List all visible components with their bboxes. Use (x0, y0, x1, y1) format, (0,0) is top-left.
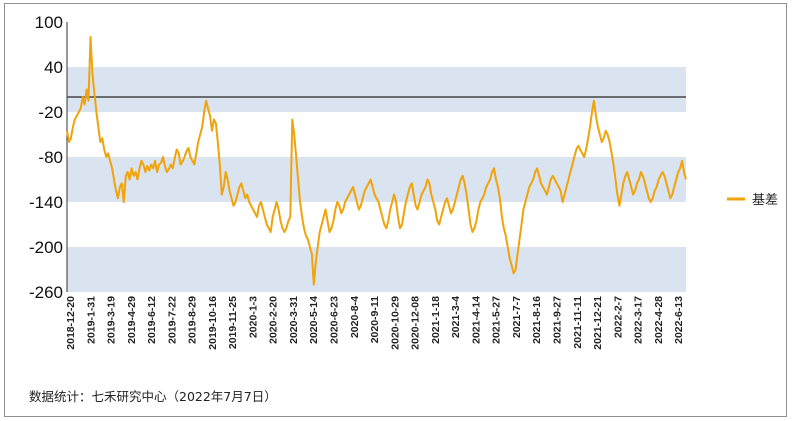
x-tick-label: 2020-8-4 (349, 296, 361, 338)
x-tick-label: 2019-10-16 (207, 296, 219, 350)
x-tick-label: 2020-1-3 (247, 296, 259, 338)
y-tick-label: -200 (29, 238, 63, 257)
y-tick-label: 100 (35, 13, 63, 32)
x-tick-labels: 2018-12-20 2019-1-31 2019-3-19 2019-4-29 201… (65, 296, 685, 350)
y-tick-label: -260 (29, 283, 63, 302)
x-tick-label: 2021-11-11 (572, 296, 584, 349)
x-tick-label: 2019-3-19 (106, 296, 118, 344)
y-tick-label: 40 (44, 58, 63, 77)
x-tick-label: 2019-11-25 (227, 296, 239, 349)
x-tick-label: 2020-2-20 (268, 296, 280, 344)
x-tick-label: 2021-3-4 (450, 296, 462, 338)
y-tick-label: -140 (29, 193, 63, 212)
legend: 基差 (727, 193, 778, 208)
x-tick-label: 2021-12-21 (592, 296, 604, 350)
x-tick-label: 2021-7-7 (511, 296, 523, 338)
x-tick-label: 2020-6-23 (329, 296, 341, 344)
x-tick-label: 2020-3-31 (288, 296, 300, 344)
x-tick-label: 2020-9-11 (369, 296, 381, 343)
x-tick-label: 2019-6-12 (146, 296, 158, 344)
y-tick-label: -80 (38, 148, 63, 167)
band-2 (67, 247, 686, 292)
x-tick-label: 2019-7-22 (166, 296, 178, 344)
series-line-0 (66, 36, 687, 286)
series-layer (66, 36, 687, 286)
y-tick-label: -20 (38, 103, 63, 122)
x-tick-label: 2019-8-29 (187, 296, 199, 344)
x-tick-label: 2021-8-16 (531, 296, 543, 344)
x-tick-label: 2021-5-27 (491, 296, 503, 344)
source-note: 数据统计：七禾研究中心（2022年7月7日） (29, 389, 277, 404)
x-tick-label: 2018-12-20 (65, 296, 77, 350)
x-tick-label: 2019-4-29 (126, 296, 138, 344)
x-tick-label: 2021-4-14 (470, 296, 482, 344)
x-tick-label: 2021-1-18 (430, 296, 442, 344)
x-tick-label: 2019-1-31 (85, 296, 97, 344)
y-tick-labels: 100 40 -20 -80 -140 -200 -260 (29, 13, 63, 302)
band-layer (67, 67, 686, 292)
x-tick-label: 2020-5-14 (308, 296, 320, 344)
x-tick-label: 2022-3-17 (633, 296, 645, 344)
x-tick-label: 2020-10-29 (389, 296, 401, 350)
x-tick-label: 2021-9-27 (551, 296, 563, 344)
x-tick-label: 2022-2-7 (612, 296, 624, 338)
x-tick-label: 2020-12-08 (410, 296, 422, 350)
band-0 (67, 67, 686, 112)
x-tick-label: 2022-6-13 (673, 296, 685, 344)
x-tick-label: 2022-4-28 (653, 296, 665, 344)
legend-label: 基差 (752, 193, 778, 208)
